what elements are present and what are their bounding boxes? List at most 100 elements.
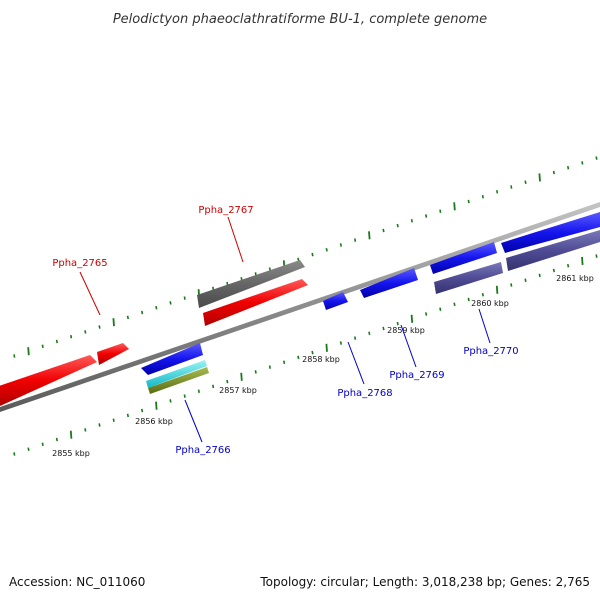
minor-tick bbox=[155, 305, 158, 310]
gene-ppha-2771-navy-bar bbox=[506, 230, 600, 271]
minor-tick bbox=[126, 413, 129, 418]
minor-tick bbox=[41, 442, 44, 447]
minor-tick bbox=[368, 331, 371, 336]
gene-ppha-2765b-arrow bbox=[97, 343, 129, 365]
gene-ppha-2766-cyan-bar bbox=[146, 360, 207, 388]
minor-tick bbox=[410, 219, 413, 223]
minor-tick bbox=[126, 315, 129, 320]
minor-tick bbox=[169, 399, 172, 403]
leader-ppha-2766 bbox=[184, 399, 203, 443]
minor-tick bbox=[595, 156, 598, 160]
minor-tick bbox=[354, 238, 357, 242]
minor-tick bbox=[481, 292, 484, 297]
genome-backbone bbox=[0, 202, 600, 412]
leader-ppha-2770 bbox=[478, 308, 491, 344]
major-tick bbox=[155, 401, 158, 410]
minor-tick bbox=[13, 452, 16, 456]
minor-tick bbox=[567, 263, 570, 268]
gene-ppha-2771-arrow bbox=[501, 212, 600, 253]
minor-tick bbox=[425, 312, 428, 316]
minor-tick bbox=[339, 243, 342, 247]
minor-tick bbox=[55, 339, 58, 344]
scale-label-2856: 2856 kbp bbox=[135, 417, 173, 426]
minor-tick bbox=[183, 394, 186, 398]
minor-tick bbox=[311, 252, 314, 257]
major-tick bbox=[325, 343, 328, 352]
minor-tick bbox=[567, 165, 570, 170]
minor-tick bbox=[55, 437, 58, 442]
leader-ppha-2768 bbox=[347, 341, 365, 385]
minor-tick bbox=[297, 355, 300, 360]
gene-ppha-2769-arrow bbox=[360, 268, 418, 298]
gene-ppha-2765-arrow bbox=[0, 355, 97, 406]
gene-label-ppha-2765: Ppha_2765 bbox=[52, 258, 107, 269]
minor-tick bbox=[581, 161, 584, 165]
scale-label-2858: 2858 kbp bbox=[302, 355, 340, 364]
major-tick bbox=[27, 347, 30, 356]
leader-ppha-2767 bbox=[227, 216, 244, 263]
minor-tick bbox=[268, 365, 271, 369]
minor-tick bbox=[84, 428, 87, 432]
minor-tick bbox=[41, 344, 44, 349]
major-tick bbox=[495, 285, 499, 294]
minor-tick bbox=[226, 379, 229, 384]
leader-ppha-2769 bbox=[400, 324, 417, 368]
minor-tick bbox=[212, 384, 215, 389]
minor-tick bbox=[84, 330, 87, 334]
minor-tick bbox=[510, 283, 513, 287]
leader-ppha-2765 bbox=[79, 271, 101, 316]
minor-tick bbox=[552, 268, 555, 273]
minor-tick bbox=[538, 273, 541, 278]
minor-tick bbox=[552, 170, 555, 175]
gene-label-ppha-2770: Ppha_2770 bbox=[463, 346, 518, 357]
reverse-scale-ticks bbox=[13, 254, 598, 456]
minor-tick bbox=[297, 257, 300, 262]
minor-tick bbox=[197, 389, 200, 393]
gene-label-ppha-2767: Ppha_2767 bbox=[198, 205, 253, 216]
major-tick bbox=[581, 256, 584, 265]
minor-tick bbox=[325, 248, 328, 252]
minor-tick bbox=[396, 321, 399, 326]
minor-tick bbox=[311, 350, 314, 355]
minor-tick bbox=[595, 254, 598, 258]
minor-tick bbox=[98, 325, 101, 329]
scale-label-2860: 2860 kbp bbox=[471, 299, 509, 308]
minor-tick bbox=[169, 301, 172, 305]
major-tick bbox=[368, 231, 371, 240]
minor-tick bbox=[283, 360, 286, 365]
accession-text: Accession: NC_011060 bbox=[9, 575, 145, 589]
minor-tick bbox=[382, 326, 385, 331]
gene-ppha-2766-arrow bbox=[141, 343, 203, 375]
minor-tick bbox=[481, 194, 484, 199]
scale-label-2855: 2855 kbp bbox=[52, 449, 90, 458]
gene-ppha-2768-arrow bbox=[323, 292, 348, 310]
major-tick bbox=[240, 372, 243, 381]
gene-label-ppha-2769: Ppha_2769 bbox=[389, 370, 444, 381]
minor-tick bbox=[425, 214, 428, 218]
minor-tick bbox=[467, 199, 470, 204]
minor-tick bbox=[510, 185, 513, 189]
gene-label-ppha-2766: Ppha_2766 bbox=[175, 445, 230, 456]
gene-ppha-2770-arrow bbox=[430, 242, 497, 274]
minor-tick bbox=[467, 297, 470, 302]
minor-tick bbox=[98, 423, 101, 427]
minor-tick bbox=[254, 370, 257, 374]
minor-tick bbox=[354, 336, 357, 340]
minor-tick bbox=[524, 278, 527, 282]
gene-ppha-2770-navy-bar bbox=[434, 262, 503, 294]
minor-tick bbox=[382, 228, 385, 233]
scale-label-2857: 2857 kbp bbox=[219, 386, 257, 395]
minor-tick bbox=[524, 180, 527, 184]
minor-tick bbox=[439, 307, 442, 311]
gene-ppha-2767-arrow bbox=[203, 279, 308, 326]
gene-ppha-2766-olive-bar bbox=[148, 367, 209, 394]
genome-summary-text: Topology: circular; Length: 3,018,238 bp… bbox=[259, 575, 590, 589]
minor-tick bbox=[396, 223, 399, 228]
major-tick bbox=[112, 318, 115, 327]
minor-tick bbox=[13, 354, 16, 358]
gene-label-ppha-2768: Ppha_2768 bbox=[337, 388, 392, 399]
major-tick bbox=[69, 430, 73, 439]
major-tick bbox=[410, 314, 414, 323]
major-tick bbox=[538, 173, 541, 182]
major-tick bbox=[453, 202, 456, 211]
